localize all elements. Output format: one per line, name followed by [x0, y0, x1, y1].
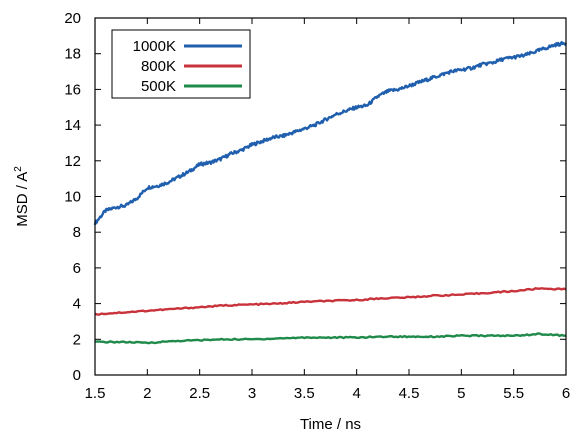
- y-tick-label: 4: [73, 296, 81, 313]
- x-tick-label: 6: [562, 385, 570, 402]
- x-tick-label: 3: [248, 385, 256, 402]
- series-layer: [93, 40, 568, 345]
- x-tick-label: 5.5: [503, 385, 524, 402]
- y-axis-label-superscript: 2: [13, 166, 24, 172]
- y-tick-label: 14: [64, 117, 81, 134]
- y-tick-label: 10: [64, 189, 81, 206]
- x-tick-label: 4.5: [399, 385, 420, 402]
- x-tick-label: 5: [457, 385, 465, 402]
- y-axis-label-text: MSD / A: [14, 172, 31, 227]
- x-tick-label: 2.5: [189, 385, 210, 402]
- series-line-1000K: [93, 40, 568, 226]
- y-axis-label: MSD / A2: [13, 166, 31, 227]
- x-tick-label: 4: [352, 385, 360, 402]
- y-tick-label: 2: [73, 331, 81, 348]
- legend-label: 800K: [141, 58, 176, 75]
- y-tick-label: 20: [64, 10, 81, 27]
- series-line-800K: [94, 287, 567, 316]
- legend-label: 500K: [141, 78, 176, 95]
- ticks-layer: 1.5 2 2.5 3 3.5 4 4.5 5 5.5 6 0 2 4 6 8 10 12 14 16 18 20: [64, 10, 570, 402]
- x-tick-label: 1.5: [85, 385, 106, 402]
- y-tick-label: 12: [64, 153, 81, 170]
- series-line-500K: [94, 332, 567, 345]
- y-tick-label: 16: [64, 81, 81, 98]
- x-tick-label: 2: [143, 385, 151, 402]
- x-axis-label: Time / ns: [300, 416, 361, 433]
- legend-layer: 1000K 800K 500K: [111, 29, 251, 99]
- y-tick-label: 18: [64, 46, 81, 63]
- y-tick-label: 6: [73, 260, 81, 277]
- y-tick-label: 0: [73, 367, 81, 384]
- legend-label: 1000K: [133, 38, 176, 55]
- y-tick-label: 8: [73, 224, 81, 241]
- x-tick-label: 3.5: [294, 385, 315, 402]
